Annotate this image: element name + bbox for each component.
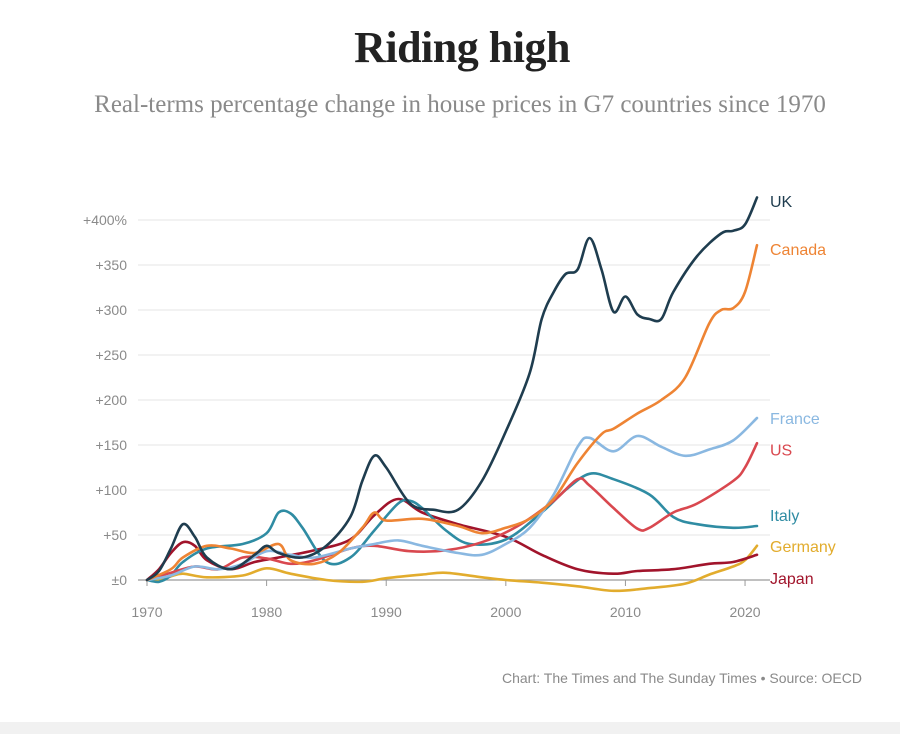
- series-lines: [145, 196, 759, 593]
- x-tick-label: 1970: [131, 604, 162, 620]
- axis-labels: ±0 +50 +100 +150 +200 +250 +300 +350 +400% 1970 19…: [83, 212, 761, 620]
- y-tick-label: +150: [95, 437, 127, 453]
- y-tick-label: +300: [95, 302, 127, 318]
- y-tick-label: +50: [103, 527, 127, 543]
- series-label-uk: UK: [770, 194, 793, 211]
- x-tick-label: 1990: [371, 604, 402, 620]
- y-tick-label: +200: [95, 392, 127, 408]
- chart-subtitle: Real-terms percentage change in house pr…: [94, 91, 826, 118]
- series-line-canada: [145, 243, 759, 582]
- series-line-germany: [145, 544, 759, 593]
- y-tick-label: ±0: [112, 572, 128, 588]
- chart-source: Chart: The Times and The Sunday Times • …: [502, 670, 862, 686]
- series-label-japan: Japan: [770, 571, 814, 588]
- x-tick-label: 2020: [729, 604, 760, 620]
- series-label-italy: Italy: [770, 508, 799, 525]
- x-tick-label: 2010: [610, 604, 641, 620]
- x-tick-label: 1980: [251, 604, 282, 620]
- x-tick-label: 2000: [490, 604, 521, 620]
- series-label-canada: Canada: [770, 242, 826, 259]
- chart-title: Riding high: [354, 23, 570, 72]
- page-footer-strip: [0, 722, 900, 734]
- y-tick-label: +250: [95, 347, 127, 363]
- series-line-japan: [145, 497, 759, 582]
- y-tick-label: +400%: [83, 212, 127, 228]
- series-line-uk: [145, 196, 759, 582]
- series-line-france: [145, 416, 759, 582]
- series-line-us: [145, 441, 759, 582]
- y-tick-label: +350: [95, 257, 127, 273]
- y-tick-label: +100: [95, 482, 127, 498]
- series-label-germany: Germany: [770, 539, 836, 556]
- series-label-france: France: [770, 411, 820, 428]
- series-label-us: US: [770, 443, 792, 460]
- series-labels: Germany Japan Italy US France Canada UK: [770, 194, 836, 588]
